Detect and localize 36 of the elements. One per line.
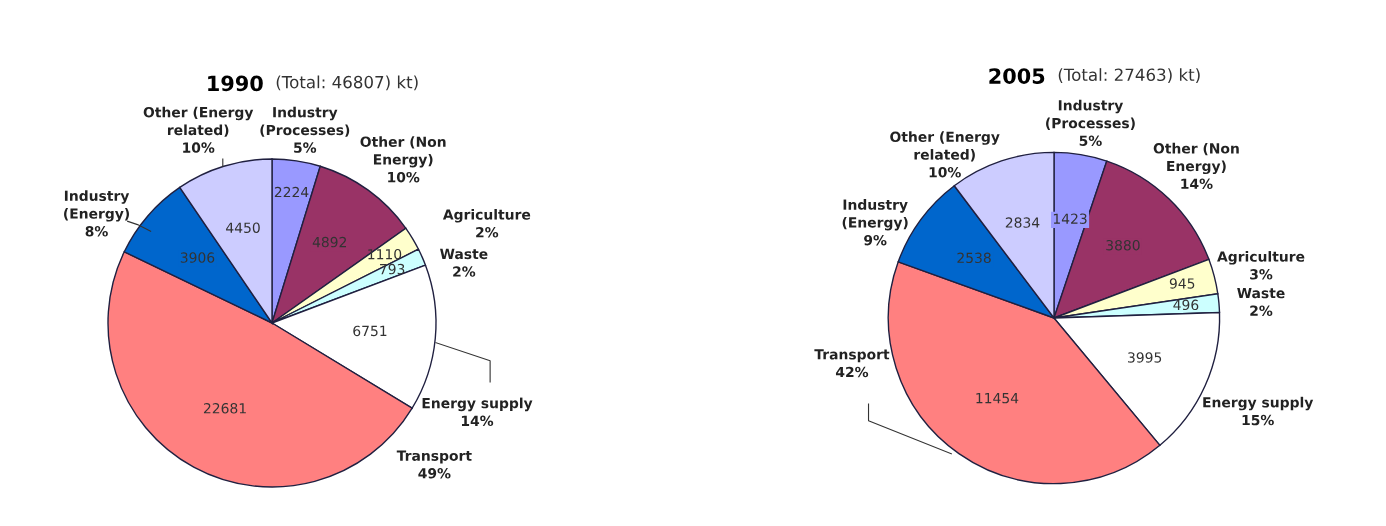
data-label: 2224	[274, 186, 309, 198]
slice-label: Other (Energy related) 10%	[143, 106, 254, 153]
slice-label: Agriculture 2%	[442, 208, 531, 238]
slice-label: Industry (Energy) 8%	[64, 190, 130, 237]
data-label: 2834	[1005, 217, 1040, 228]
data-label: 1110	[368, 248, 402, 260]
data-label: 1423	[1053, 213, 1087, 224]
data-label: 793	[380, 263, 405, 275]
chart-subtitle: (Total: 27463) kt)	[1058, 68, 1200, 84]
slice-label: Other (Non Energy) 14%	[1153, 142, 1239, 190]
slice-label: Industry (Processes) 5%	[260, 106, 350, 153]
data-label: 6751	[353, 325, 387, 337]
data-label: 945	[1169, 278, 1195, 289]
data-label: 22681	[203, 402, 246, 414]
data-label: 3880	[1106, 239, 1140, 251]
data-label: 3995	[1128, 352, 1162, 363]
slice-label: Agriculture 3%	[1217, 251, 1305, 280]
slice-label: Transport 49%	[396, 450, 472, 479]
slice-label: Energy supply 14%	[422, 397, 533, 427]
chart-title: 1990	[208, 75, 263, 92]
slice-label: Transport 42%	[814, 349, 890, 378]
slice-label: Energy supply 15%	[1203, 396, 1314, 426]
chart-title: 2005	[989, 68, 1045, 84]
slice-label: Industry (Processes) 5%	[1046, 99, 1135, 146]
slice-label: Industry (Energy) 9%	[842, 199, 908, 246]
data-label: 2538	[957, 252, 991, 264]
data-label: 4450	[226, 222, 260, 233]
data-label: 11454	[976, 393, 1019, 404]
slice-label: Waste 2%	[440, 248, 488, 277]
slice-label: Other (Energy related) 10%	[890, 131, 1000, 178]
data-label: 496	[1173, 299, 1199, 311]
slice-label: Waste 2%	[1237, 287, 1285, 316]
data-label: 4892	[312, 236, 347, 248]
slice-label: Other (Non Energy) 10%	[360, 136, 446, 183]
chart-subtitle: (Total: 46807) kt)	[276, 75, 418, 91]
data-label: 3906	[180, 252, 215, 263]
